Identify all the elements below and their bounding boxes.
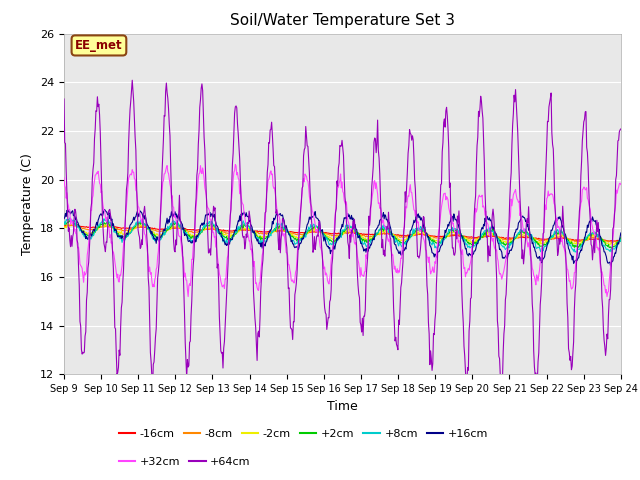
X-axis label: Time: Time xyxy=(327,400,358,413)
Text: EE_met: EE_met xyxy=(75,39,123,52)
Y-axis label: Temperature (C): Temperature (C) xyxy=(22,153,35,255)
Legend: +32cm, +64cm: +32cm, +64cm xyxy=(114,452,255,471)
Title: Soil/Water Temperature Set 3: Soil/Water Temperature Set 3 xyxy=(230,13,455,28)
